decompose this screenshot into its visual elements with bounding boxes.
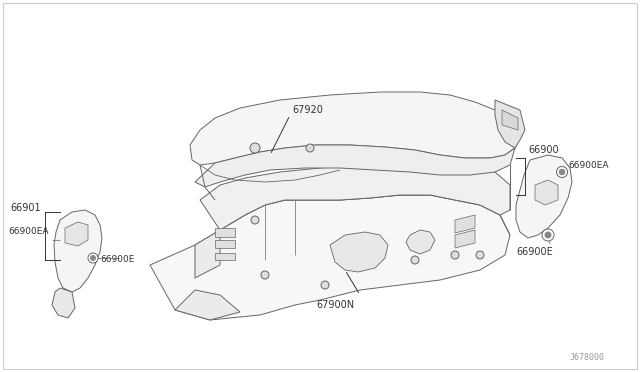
Polygon shape [195,230,220,278]
Circle shape [251,216,259,224]
Polygon shape [215,228,235,237]
Polygon shape [52,288,75,318]
Polygon shape [175,290,240,320]
Text: 66900E: 66900E [516,247,554,257]
Text: 67900N: 67900N [316,300,354,310]
Polygon shape [495,100,525,148]
Circle shape [90,256,95,260]
Text: 66900E: 66900E [100,256,134,264]
Circle shape [476,251,484,259]
Text: 67920: 67920 [292,105,323,115]
Polygon shape [455,230,475,248]
Polygon shape [535,180,558,205]
Polygon shape [516,155,572,238]
Circle shape [306,144,314,152]
Circle shape [250,143,260,153]
Polygon shape [54,210,102,292]
Text: 66900EA: 66900EA [8,228,49,237]
Polygon shape [65,222,88,246]
Polygon shape [190,92,520,165]
Polygon shape [215,240,235,248]
Polygon shape [150,195,510,320]
Polygon shape [455,215,475,233]
Circle shape [261,271,269,279]
Polygon shape [215,253,235,260]
Text: J678000: J678000 [570,353,605,362]
Circle shape [451,251,459,259]
Circle shape [88,253,98,263]
Polygon shape [406,230,435,254]
Circle shape [559,169,564,175]
Text: 66900: 66900 [528,145,559,155]
Text: 66900EA: 66900EA [568,160,609,170]
Circle shape [557,167,568,177]
Text: 66901: 66901 [10,203,40,213]
Polygon shape [502,110,518,130]
Circle shape [542,229,554,241]
Circle shape [545,232,551,238]
Circle shape [321,281,329,289]
Polygon shape [330,232,388,272]
Circle shape [411,256,419,264]
Polygon shape [200,162,510,230]
Polygon shape [195,145,515,187]
